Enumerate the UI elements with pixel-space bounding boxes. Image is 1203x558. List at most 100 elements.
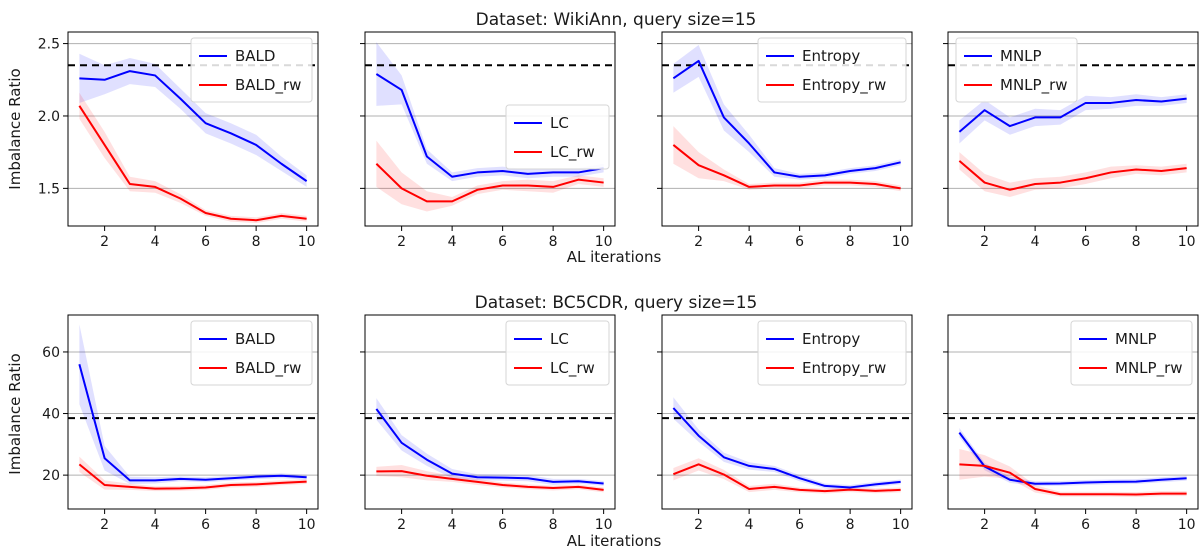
x-tick-label: 10 bbox=[892, 234, 910, 250]
x-tick-label: 2 bbox=[397, 517, 406, 533]
x-tick-label: 4 bbox=[745, 234, 754, 250]
x-tick-label: 2 bbox=[980, 234, 989, 250]
y-axis-label-top: Imbalance Ratio bbox=[6, 68, 24, 189]
series-line-lc-rw bbox=[376, 470, 604, 491]
x-tick-label: 8 bbox=[1132, 517, 1141, 533]
x-tick-label: 2 bbox=[100, 234, 109, 250]
plot-frame bbox=[947, 31, 1199, 227]
y-tick-label: 60 bbox=[42, 345, 60, 361]
confidence-band-bald-rw bbox=[79, 456, 307, 492]
x-tick-label: 8 bbox=[252, 234, 261, 250]
legend: LC LC_rw bbox=[505, 320, 610, 386]
legend-frame bbox=[757, 37, 907, 103]
chart-panel-bc5cdr-entropy: 2 4 6 8 10 Entropy Entropy_rw bbox=[657, 314, 913, 533]
x-tick-label: 6 bbox=[1081, 517, 1090, 533]
chart-panel-wikiann-mnlp: 2 4 6 8 10 MNLP MNLP_rw bbox=[943, 31, 1199, 250]
x-tick-label: 6 bbox=[498, 234, 507, 250]
plot-frame bbox=[364, 314, 616, 510]
plot-frame bbox=[661, 31, 913, 227]
series-line-entropy-rw bbox=[673, 463, 901, 493]
legend-entry: MNLP bbox=[1000, 47, 1042, 65]
series-line-entropy bbox=[672, 407, 901, 489]
confidence-band-entropy-rw bbox=[673, 126, 901, 192]
x-tick-label: 10 bbox=[298, 234, 316, 250]
x-tick-label: 4 bbox=[1031, 234, 1040, 250]
x-tick-label: 4 bbox=[745, 517, 754, 533]
legend-entry: BALD_rw bbox=[235, 76, 301, 95]
confidence-band-mnlp-rw bbox=[959, 152, 1187, 198]
confidence-band-mnlp bbox=[959, 94, 1187, 144]
legend: MNLP MNLP_rw bbox=[955, 37, 1078, 103]
x-tick-label: 4 bbox=[448, 234, 457, 250]
x-axis-label-bottom: AL iterations bbox=[567, 532, 662, 550]
series-line-lc bbox=[375, 73, 604, 178]
chart-panel-wikiann-bald: 1.5 2.0 2.5 2 4 6 8 10 BALD BALD_rw bbox=[38, 31, 319, 250]
plot-frame bbox=[67, 31, 319, 227]
confidence-band-lc-rw bbox=[376, 464, 604, 493]
x-tick-label: 4 bbox=[151, 517, 160, 533]
plot-frame bbox=[661, 314, 913, 510]
legend: Entropy Entropy_rw bbox=[757, 320, 907, 386]
x-tick-label: 10 bbox=[1178, 517, 1196, 533]
legend-entry: MNLP bbox=[1115, 330, 1157, 348]
x-tick-label: 6 bbox=[1081, 234, 1090, 250]
x-tick-label: 8 bbox=[252, 517, 261, 533]
x-tick-label: 10 bbox=[1178, 234, 1196, 250]
series-line-mnlp bbox=[958, 97, 1187, 133]
chart-panel-bc5cdr-lc: 2 4 6 8 10 LC LC_rw bbox=[360, 314, 616, 533]
legend-entry: MNLP_rw bbox=[1115, 359, 1183, 378]
x-tick-label: 8 bbox=[1132, 234, 1141, 250]
y-tick-label: 1.5 bbox=[38, 181, 60, 197]
series-line-bald bbox=[79, 70, 308, 182]
y-axis-label-bottom: Imbalance Ratio bbox=[6, 353, 24, 474]
legend-entry: Entropy bbox=[802, 330, 860, 348]
plot-frame bbox=[947, 314, 1199, 510]
y-tick-label: 20 bbox=[42, 468, 60, 484]
confidence-band-entropy bbox=[673, 397, 901, 490]
x-tick-label: 10 bbox=[595, 234, 613, 250]
plot-frame bbox=[67, 314, 319, 510]
legend-entry: MNLP_rw bbox=[1000, 76, 1068, 95]
x-tick-label: 2 bbox=[980, 517, 989, 533]
legend-entry: LC_rw bbox=[550, 143, 595, 162]
series-line-mnlp-rw bbox=[959, 463, 1187, 496]
confidence-band-lc-rw bbox=[376, 140, 604, 212]
x-tick-label: 2 bbox=[694, 234, 703, 250]
series-line-bald bbox=[78, 364, 307, 482]
legend-entry: Entropy_rw bbox=[802, 76, 886, 95]
x-tick-label: 6 bbox=[795, 517, 804, 533]
series-line-entropy bbox=[672, 59, 901, 178]
series-line-entropy-rw bbox=[672, 144, 901, 190]
x-tick-label: 4 bbox=[1031, 517, 1040, 533]
confidence-band-bald bbox=[79, 53, 307, 187]
series-line-lc bbox=[375, 408, 604, 485]
legend-entry: LC bbox=[550, 114, 569, 132]
x-tick-label: 10 bbox=[298, 517, 316, 533]
legend-entry: BALD bbox=[235, 47, 275, 65]
x-tick-label: 8 bbox=[846, 517, 855, 533]
legend: BALD BALD_rw bbox=[190, 37, 313, 103]
legend: BALD BALD_rw bbox=[190, 320, 313, 386]
x-tick-label: 2 bbox=[397, 234, 406, 250]
x-tick-label: 6 bbox=[795, 234, 804, 250]
legend-entry: BALD bbox=[235, 330, 275, 348]
legend-entry: LC_rw bbox=[550, 359, 595, 378]
series-line-bald-rw bbox=[78, 105, 307, 222]
x-tick-label: 8 bbox=[846, 234, 855, 250]
x-tick-label: 2 bbox=[100, 517, 109, 533]
x-tick-label: 4 bbox=[151, 234, 160, 250]
x-tick-label: 10 bbox=[892, 517, 910, 533]
confidence-band-bald-rw bbox=[79, 92, 307, 224]
y-tick-label: 2.0 bbox=[38, 109, 60, 125]
chart-panel-wikiann-entropy: 2 4 6 8 10 Entropy Entropy_rw bbox=[657, 31, 913, 250]
x-tick-label: 10 bbox=[595, 517, 613, 533]
x-axis-label-top: AL iterations bbox=[567, 248, 662, 266]
legend-frame bbox=[757, 320, 907, 386]
x-tick-label: 6 bbox=[498, 517, 507, 533]
row-title-top: Dataset: WikiAnn, query size=15 bbox=[476, 10, 757, 30]
chart-panel-bc5cdr-mnlp: 2 4 6 8 10 MNLP MNLP_rw bbox=[943, 314, 1199, 533]
x-tick-label: 8 bbox=[549, 517, 558, 533]
legend: LC LC_rw bbox=[505, 104, 610, 170]
series-line-mnlp-rw bbox=[958, 160, 1187, 191]
